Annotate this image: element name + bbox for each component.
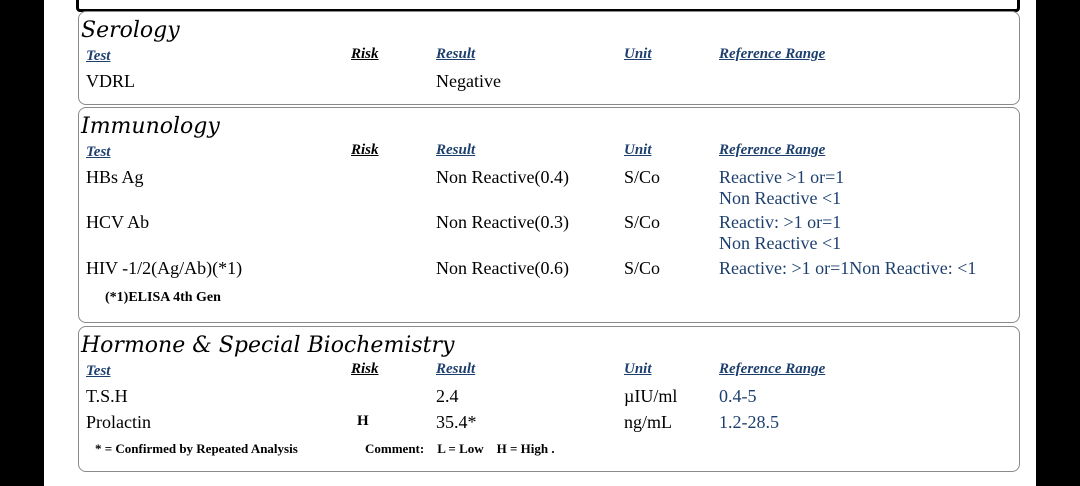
header-result: Result xyxy=(436,361,476,377)
test-unit: ng/mL xyxy=(624,412,672,432)
hormone-section: Hormone & Special Biochemistry Test Risk… xyxy=(78,326,1020,472)
header-reference-range: Reference Range xyxy=(719,142,826,158)
test-name: HBs Ag xyxy=(86,167,144,187)
test-result: Non Reactive(0.4) xyxy=(436,167,569,187)
test-unit: µIU/ml xyxy=(624,386,678,406)
reference-range: Reactiv: >1 or=1 xyxy=(719,212,842,232)
report-page: Serology Test Risk Result Unit Reference… xyxy=(44,0,1036,486)
header-result: Result xyxy=(436,46,476,62)
header-result: Result xyxy=(436,142,476,158)
test-name: HCV Ab xyxy=(86,212,150,232)
footnote: (*1)ELISA 4th Gen xyxy=(105,290,221,305)
hormone-title: Hormone & Special Biochemistry xyxy=(81,333,455,358)
reference-range: Reactive: >1 or=1Non Reactive: <1 xyxy=(719,258,977,278)
test-result: 35.4* xyxy=(436,412,477,432)
immunology-section: Immunology Test Risk Result Unit Referen… xyxy=(78,107,1020,323)
reference-range-line2: Non Reactive <1 xyxy=(719,233,842,253)
reference-range: 0.4-5 xyxy=(719,386,757,406)
test-name: HIV -1/2(Ag/Ab)(*1) xyxy=(86,258,243,278)
test-result: Negative xyxy=(436,71,501,91)
footnote: * = Confirmed by Repeated Analysis xyxy=(95,441,298,456)
header-reference-range: Reference Range xyxy=(719,361,826,377)
test-name: Prolactin xyxy=(86,412,151,432)
serology-title: Serology xyxy=(81,18,180,43)
header-reference-range: Reference Range xyxy=(719,46,826,62)
header-unit: Unit xyxy=(624,46,652,62)
header-test: Test xyxy=(86,144,111,160)
test-name: T.S.H xyxy=(86,386,128,406)
header-unit: Unit xyxy=(624,142,652,158)
patient-info-box xyxy=(76,0,1020,12)
test-unit: S/Co xyxy=(624,212,661,232)
serology-section: Serology Test Risk Result Unit Reference… xyxy=(78,11,1020,105)
reference-range: Reactive >1 or=1 xyxy=(719,167,845,187)
header-test: Test xyxy=(86,48,111,64)
reference-range-line2: Non Reactive <1 xyxy=(719,188,842,208)
comment-legend: Comment: L = Low H = High . xyxy=(365,441,555,456)
test-result: Non Reactive(0.3) xyxy=(436,212,569,232)
test-unit: S/Co xyxy=(624,258,661,278)
header-risk: Risk xyxy=(351,361,379,377)
test-result: Non Reactive(0.6) xyxy=(436,258,569,278)
header-risk: Risk xyxy=(351,46,379,62)
immunology-title: Immunology xyxy=(81,114,220,139)
test-unit: S/Co xyxy=(624,167,661,187)
test-result: 2.4 xyxy=(436,386,459,406)
header-risk: Risk xyxy=(351,142,379,158)
reference-range: 1.2-28.5 xyxy=(719,412,779,432)
header-unit: Unit xyxy=(624,361,652,377)
header-test: Test xyxy=(86,363,111,379)
risk-flag: H xyxy=(357,413,369,429)
test-name: VDRL xyxy=(86,71,135,91)
